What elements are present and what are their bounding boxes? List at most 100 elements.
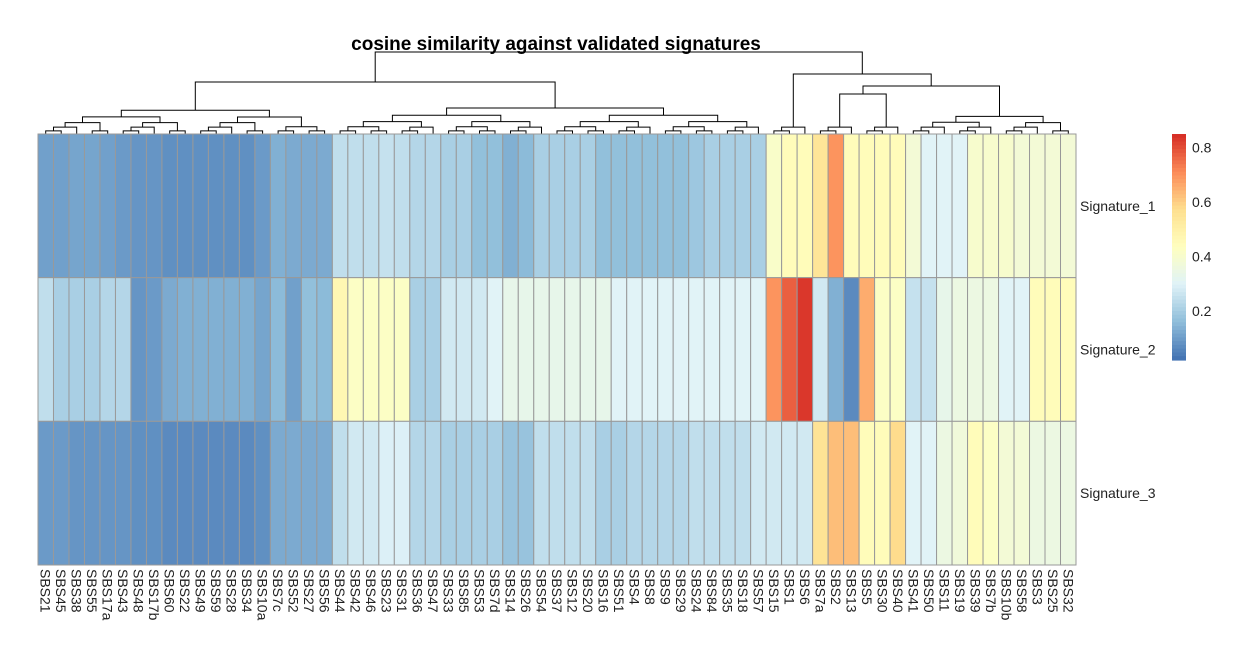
heatmap-cell [889, 277, 907, 422]
heatmap-cell [858, 277, 876, 422]
column-label: SBS5 [859, 569, 875, 605]
column-label: SBS59 [208, 569, 224, 613]
column-label: SBS56 [317, 569, 333, 613]
heatmap-cell [1044, 420, 1062, 566]
dendrogram-branch [618, 130, 635, 134]
heatmap-cell [719, 420, 736, 566]
heatmap-cell [238, 277, 256, 422]
heatmap-cell [83, 277, 101, 422]
legend-swatch [1172, 201, 1186, 207]
heatmap-cell [998, 277, 1015, 422]
legend-swatch [1172, 209, 1186, 214]
heatmap-cell [920, 133, 938, 279]
heatmap-cell [734, 277, 752, 422]
heatmap-cell [83, 420, 101, 566]
legend-swatch [1172, 356, 1186, 361]
dendrogram-branch [1013, 126, 1038, 134]
legend-swatch [1172, 348, 1186, 354]
heatmap-cell [145, 133, 163, 279]
heatmap-cell [486, 277, 504, 422]
heatmap-cell [409, 277, 426, 422]
row-label: Signature_2 [1080, 342, 1156, 358]
heatmap-cell [455, 277, 473, 422]
heatmap-cell [331, 133, 349, 279]
dendrogram-branch [246, 130, 264, 134]
heatmap-cell [1044, 277, 1062, 422]
heatmap-cell [967, 420, 984, 566]
column-label: SBS43 [115, 569, 131, 613]
heatmap-cell [176, 277, 194, 422]
heatmap-cell [409, 133, 426, 279]
row-label: Signature_3 [1080, 485, 1156, 501]
dendrogram-branch [781, 126, 806, 134]
dendrogram-branch [130, 126, 155, 134]
heatmap-cell [874, 133, 891, 279]
column-label: SBS31 [394, 569, 410, 613]
dendrogram-branch [920, 126, 945, 134]
heatmap-cell [238, 420, 256, 566]
heatmap-cell [517, 420, 535, 566]
heatmap-cell [269, 133, 287, 279]
heatmap-cell [641, 277, 659, 422]
heatmap-cell [145, 277, 163, 422]
dendrogram-branch [664, 130, 682, 134]
legend-swatch [1172, 247, 1186, 252]
column-label: SBS23 [379, 569, 395, 613]
legend-swatch [1172, 326, 1186, 331]
heatmap-cell [269, 277, 287, 422]
heatmap-cell [579, 133, 597, 279]
column-label: SBS28 [224, 569, 240, 613]
heatmap-cell [440, 277, 457, 422]
heatmap-cell [641, 420, 659, 566]
dendrogram-branch [64, 122, 101, 131]
legend-swatch [1172, 307, 1186, 312]
heatmap-cell [874, 420, 891, 566]
heatmap-cell [130, 277, 147, 422]
heatmap-cell [300, 133, 318, 279]
heatmap-cell [502, 420, 519, 566]
heatmap-cell [982, 133, 1000, 279]
dendrogram-branch [773, 130, 790, 134]
heatmap-cell [440, 420, 457, 566]
dendrogram-branch [122, 130, 140, 134]
heatmap-cell [951, 420, 969, 566]
column-label: SBS18 [735, 569, 751, 613]
heatmap-cell [192, 420, 209, 566]
legend-swatch [1172, 341, 1186, 346]
chart-title: cosine similarity against validated sign… [351, 34, 761, 55]
dendrogram-branch [734, 126, 759, 134]
column-label: SBS57 [750, 569, 766, 613]
heatmap-cell [424, 133, 442, 279]
dendrogram-branch [479, 130, 496, 134]
column-label: SBS6 [797, 569, 813, 605]
heatmap-cell [548, 420, 566, 566]
heatmap-cell [610, 420, 628, 566]
heatmap-cell [843, 133, 860, 279]
dendrogram-branch [285, 126, 318, 131]
dendrogram-branch [626, 126, 651, 134]
legend-swatch [1172, 213, 1186, 218]
heatmap-cell [765, 420, 783, 566]
legend-swatch [1172, 228, 1186, 233]
heatmap-cell [455, 420, 473, 566]
heatmap-cell [998, 420, 1015, 566]
heatmap-cell [595, 133, 612, 279]
heatmap-cell [920, 277, 938, 422]
heatmap-cell [734, 133, 752, 279]
heatmap-cell [161, 420, 178, 566]
column-label: SBS17b [146, 569, 162, 621]
heatmap-cell [68, 420, 85, 566]
heatmap-cell [362, 133, 380, 279]
column-label: SBS44 [332, 569, 348, 613]
heatmap-cell [331, 420, 349, 566]
heatmap-cell [393, 277, 411, 422]
column-label: SBS32 [1060, 569, 1076, 613]
column-label: SBS37 [549, 569, 565, 613]
heatmap-cells [37, 133, 1077, 566]
column-label: SBS55 [84, 569, 100, 613]
legend-swatch [1172, 134, 1186, 139]
heatmap-cell [905, 277, 922, 422]
column-label: SBS11 [936, 569, 952, 612]
heatmap-cell [99, 420, 116, 566]
dendrogram-branch [362, 121, 422, 128]
